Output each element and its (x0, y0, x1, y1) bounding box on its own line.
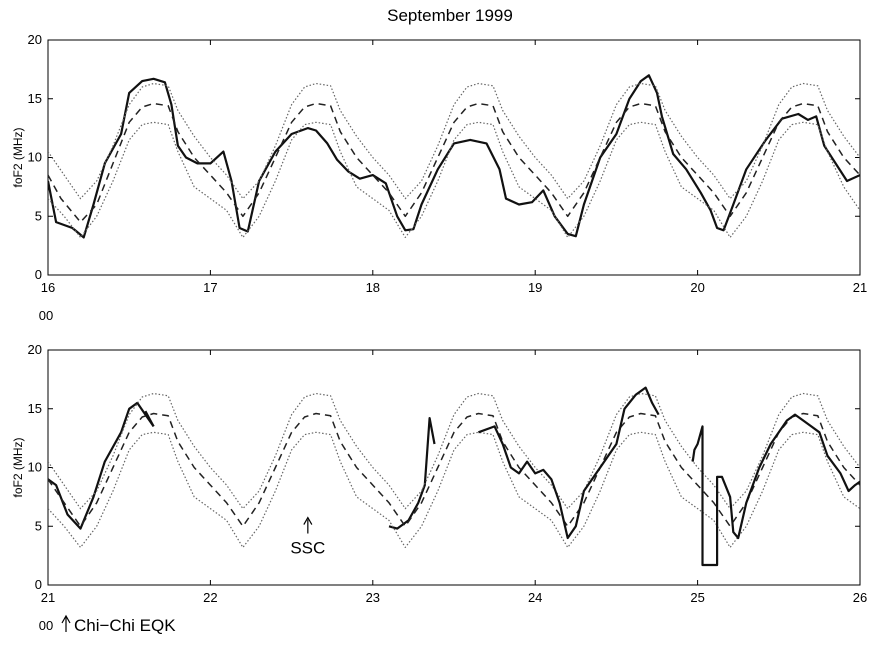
x-tick-sublabel: 00 (39, 308, 53, 323)
y-tick-label: 15 (28, 91, 42, 106)
x-tick-label: 22 (203, 590, 217, 605)
plot-frame (47, 349, 861, 586)
x-tick-label: 25 (690, 590, 704, 605)
series-line-solid-bold (691, 413, 860, 567)
series-line-dashed (48, 412, 860, 528)
y-axis-label: foF2 (MHz) (11, 437, 25, 497)
top-panel: 0 5 10 15 20 16 17 18 19 20 21 00 foF2 (MHz) (11, 32, 867, 323)
y-axis-label: foF2 (MHz) (11, 127, 25, 187)
x-tick-label: 24 (528, 590, 542, 605)
x-tick-label: 18 (366, 280, 380, 295)
y-tick-label: 15 (28, 401, 42, 416)
x-tick-label: 16 (41, 280, 55, 295)
series-line-dashed (48, 102, 860, 223)
y-tick-label: 0 (35, 577, 42, 592)
y-tick-label: 20 (28, 32, 42, 47)
ssc-label: SSC (290, 539, 325, 558)
ssc-arrow-head (303, 516, 313, 525)
x-tick-label: 21 (41, 590, 55, 605)
y-tick-label: 0 (35, 267, 42, 282)
x-tick-label: 19 (528, 280, 542, 295)
x-tick-label: 26 (853, 590, 867, 605)
series-line-solid-bold (48, 74, 860, 239)
x-tick-sublabel: 00 (39, 618, 53, 633)
x-tick-label: 21 (853, 280, 867, 295)
y-tick-label: 10 (28, 460, 42, 475)
x-tick-label: 17 (203, 280, 217, 295)
x-tick-label: 20 (690, 280, 704, 295)
series-line-solid-bold (48, 401, 155, 530)
y-tick-label: 5 (35, 208, 42, 223)
plot-frame (47, 39, 861, 276)
x-tick-label: 23 (366, 590, 380, 605)
y-tick-label: 5 (35, 518, 42, 533)
series-line-solid-bold (388, 417, 436, 530)
series-line-solid-bold (144, 410, 155, 427)
y-tick-label: 10 (28, 150, 42, 165)
eqk-label: Chi−Chi EQK (74, 616, 176, 635)
series-line-solid-bold (478, 386, 660, 540)
eqk-arrow-head (61, 614, 71, 624)
chart-title: September 1999 (387, 6, 513, 25)
y-tick-label: 20 (28, 342, 42, 357)
series-line-dotted-lower (48, 121, 860, 238)
series-line-dotted-lower (48, 431, 860, 548)
bottom-panel: 0 5 10 15 20 21 22 23 24 25 26 00 foF2 (MHz) SSC Chi−C… (11, 342, 867, 635)
